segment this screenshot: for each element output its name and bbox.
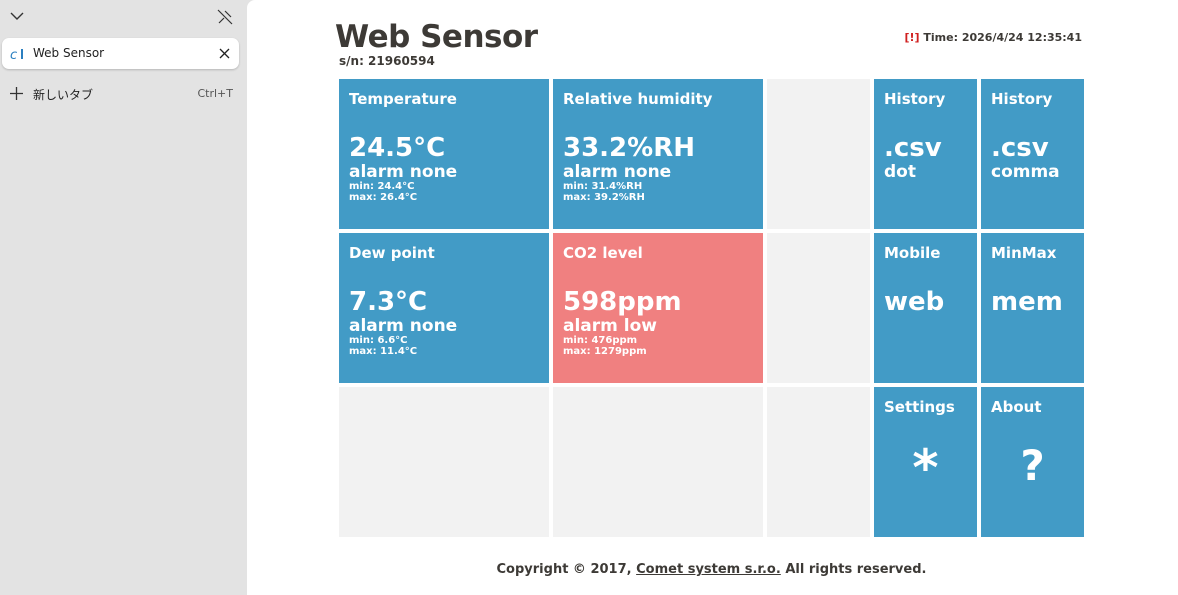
tile-status: alarm low: [563, 316, 657, 336]
tile-label: Relative humidity: [563, 90, 713, 108]
new-tab-label: 新しいタブ: [33, 88, 94, 102]
tile-label: Settings: [884, 398, 955, 416]
footer-prefix: Copyright © 2017,: [496, 562, 632, 577]
tab-icon: c: [10, 48, 23, 62]
tile-value: 24.5°C: [349, 133, 446, 163]
tile-min: min: 476ppm: [563, 335, 638, 346]
link-tile[interactable]: History .csv comma: [981, 79, 1084, 229]
content: Web Sensor s/n: 21960594 [!] Time: 2026/…: [247, 0, 1178, 595]
tile-max: max: 26.4°C: [349, 192, 418, 203]
tile-label: History: [884, 90, 946, 108]
tile-status: alarm none: [349, 316, 458, 336]
collapse-icon[interactable]: [10, 11, 24, 21]
title: Web Sensor: [335, 19, 538, 55]
tile-value: web: [884, 287, 945, 317]
tile-value: 7.3°C: [349, 287, 428, 317]
link-tile[interactable]: MinMax mem: [981, 233, 1084, 383]
empty-tile: [767, 387, 870, 537]
tile-label: Temperature: [349, 90, 457, 108]
sensor-tile: Temperature 24.5°C alarm none min: 24.4°…: [339, 79, 549, 229]
tile-label: CO2 level: [563, 244, 643, 262]
tile-status: alarm none: [349, 162, 458, 182]
empty-tile: [767, 79, 870, 229]
time: Time: 2026/4/24 12:35:41: [923, 31, 1082, 44]
serial: s/n: 21960594: [339, 54, 435, 68]
time-bar: [!] Time: 2026/4/24 12:35:41: [904, 31, 1082, 44]
tile-max: max: 11.4°C: [349, 346, 418, 357]
tile-label: Dew point: [349, 244, 435, 262]
link-tile[interactable]: Mobile web: [874, 233, 977, 383]
tile-icon: ?: [1020, 441, 1045, 490]
tab-title: Web Sensor: [33, 46, 105, 60]
tile-icon: *: [912, 439, 939, 497]
tile-value: mem: [991, 287, 1063, 317]
tile-status: alarm none: [563, 162, 672, 182]
tab-close[interactable]: [219, 48, 230, 59]
tile-sub: comma: [991, 162, 1060, 182]
link-tile[interactable]: History .csv dot: [874, 79, 977, 229]
tile-minmax: min: 31.4%RH max: 39.2%RH: [563, 181, 645, 203]
alert: [!]: [904, 31, 920, 44]
tile-sub: dot: [884, 162, 916, 182]
tile-value: .csv: [991, 133, 1049, 163]
sensor-tile: Relative humidity 33.2%RH alarm none min…: [553, 79, 763, 229]
tile-min: min: 6.6°C: [349, 335, 408, 346]
tile-label: MinMax: [991, 244, 1057, 262]
tile-minmax: min: 6.6°C max: 11.4°C: [349, 335, 417, 357]
new-tab[interactable]: 新しいタブ Ctrl+T: [10, 86, 235, 102]
new-tab-shortcut: Ctrl+T: [197, 87, 233, 100]
footer-link[interactable]: Comet system s.r.o.: [636, 562, 781, 577]
tile-min: min: 31.4%RH: [563, 181, 643, 192]
tile-label: About: [991, 398, 1042, 416]
tile-min: min: 24.4°C: [349, 181, 415, 192]
sensor-tile: Dew point 7.3°C alarm none min: 6.6°C max…: [339, 233, 549, 383]
pin-icon[interactable]: [216, 8, 234, 26]
sensor-tile: CO2 level 598ppm alarm low min: 476ppm ma…: [553, 233, 763, 383]
tab[interactable]: c Web Sensor: [2, 38, 239, 69]
tile-max: max: 39.2%RH: [563, 192, 645, 203]
plus-icon: [10, 87, 23, 100]
link-tile[interactable]: Settings *: [874, 387, 977, 537]
tile-label: History: [991, 90, 1053, 108]
sidebar: c Web Sensor 新しいタブ Ctrl+T: [0, 0, 246, 595]
tile-value: 598ppm: [563, 287, 682, 317]
tile-value: 33.2%RH: [563, 133, 695, 163]
tile-minmax: min: 24.4°C max: 26.4°C: [349, 181, 417, 203]
empty-tile: [553, 387, 763, 537]
svg-text:c: c: [10, 48, 17, 62]
link-tile[interactable]: About ?: [981, 387, 1084, 537]
empty-tile: [339, 387, 549, 537]
empty-tile: [767, 233, 870, 383]
footer: Copyright © 2017, Comet system s.r.o. Al…: [339, 562, 1084, 577]
tile-minmax: min: 476ppm max: 1279ppm: [563, 335, 647, 357]
footer-suffix: All rights reserved.: [785, 562, 927, 577]
tile-max: max: 1279ppm: [563, 346, 647, 357]
tile-value: .csv: [884, 133, 942, 163]
tile-label: Mobile: [884, 244, 941, 262]
